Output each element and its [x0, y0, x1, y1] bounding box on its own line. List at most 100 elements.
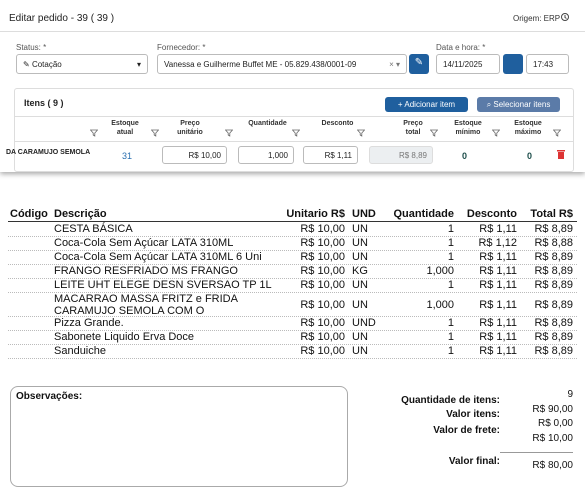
summary-value: R$ 10,00: [532, 433, 573, 444]
doc-cell: 1: [447, 317, 454, 329]
status-select[interactable]: ✎ Cotação ▾: [16, 54, 148, 74]
column-header: Quantidade: [248, 120, 287, 127]
select-items-button[interactable]: ⌕ Selecionar itens: [477, 97, 560, 112]
column-header: Desconto: [321, 120, 354, 127]
filter-icon[interactable]: [89, 124, 99, 142]
summary-value: R$ 0,00: [537, 418, 573, 429]
column-header: Estoque atual: [111, 120, 139, 136]
row-rule: [8, 264, 577, 265]
doc-cell: R$ 1,11: [479, 317, 517, 329]
doc-cell: UND: [352, 317, 376, 329]
row-rule: [8, 236, 577, 237]
row-rule: [8, 292, 577, 293]
doc-cell: Pizza Grande.: [54, 317, 124, 329]
filter-icon[interactable]: [150, 124, 160, 142]
doc-cell: Coca-Cola Sem Açúcar LATA 310ML: [54, 237, 234, 249]
edit-supplier-button[interactable]: ✎: [409, 54, 429, 74]
row-rule: [8, 316, 577, 317]
summary-value: R$ 80,00: [532, 460, 573, 471]
total-value: R$ 8,89: [369, 146, 433, 164]
doc-cell: R$ 10,00: [300, 345, 345, 357]
summary-label: Valor itens:: [446, 409, 500, 420]
items-box: [14, 88, 574, 172]
doc-cell: R$ 8,89: [534, 317, 573, 329]
summary-label: Valor final:: [448, 456, 500, 467]
doc-cell: R$ 8,89: [534, 223, 573, 235]
doc-cell: 1: [447, 345, 454, 357]
items-title: Itens ( 9 ): [24, 98, 64, 108]
supplier-select[interactable]: Vanessa e Guilherme Buffet ME - 05.829.4…: [157, 54, 407, 74]
supplier-label: Fornecedor: *: [157, 43, 206, 52]
divider: [0, 31, 585, 32]
doc-cell: UN: [352, 237, 368, 249]
doc-cell: R$ 1,11: [479, 345, 517, 357]
doc-cell: R$ 10,00: [300, 237, 345, 249]
price-input[interactable]: R$ 10,00: [162, 146, 227, 164]
doc-cell: R$ 10,00: [300, 251, 345, 263]
doc-cell: CESTA BÁSICA: [54, 223, 133, 235]
status-value: Cotação: [31, 60, 62, 69]
doc-cell: R$ 8,89: [534, 265, 573, 277]
divider: [15, 141, 573, 142]
history-icon[interactable]: [560, 12, 570, 22]
doc-cell: R$ 8,89: [534, 279, 573, 291]
doc-cell: 1: [447, 237, 454, 249]
doc-cell: R$ 8,89: [534, 345, 573, 357]
row-rule: [8, 250, 577, 251]
doc-cell: R$ 10,00: [300, 279, 345, 291]
doc-cell: FRANGO RESFRIADO MS FRANGO: [54, 265, 238, 277]
doc-cell: R$ 1,11: [479, 223, 517, 235]
doc-column-header: Unitario R$: [286, 208, 345, 220]
filter-icon[interactable]: [429, 124, 439, 142]
delete-icon[interactable]: [557, 150, 565, 159]
doc-cell: 1: [447, 279, 454, 291]
calendar-button[interactable]: [503, 54, 523, 74]
doc-cell: UN: [352, 279, 368, 291]
doc-cell: Sanduiche: [54, 345, 106, 357]
row-rule: [8, 330, 577, 331]
doc-cell: MACARRAO MASSA FRITZ e FRIDA CARAMUJO SE…: [54, 293, 238, 317]
filter-icon[interactable]: [552, 124, 562, 142]
doc-cell: R$ 1,11: [479, 265, 517, 277]
doc-cell: R$ 10,00: [300, 265, 345, 277]
discount-input[interactable]: R$ 1,11: [303, 146, 358, 164]
doc-cell: R$ 1,11: [479, 299, 517, 311]
doc-column-header: Total R$: [530, 208, 573, 220]
doc-cell: Sabonete Liquido Erva Doce: [54, 331, 195, 343]
datetime-label: Data e hora: *: [436, 43, 486, 52]
doc-cell: R$ 8,89: [534, 331, 573, 343]
column-header: Estoque máximo: [514, 120, 542, 136]
doc-cell: R$ 10,00: [300, 317, 345, 329]
doc-cell: R$ 10,00: [300, 223, 345, 235]
doc-cell: R$ 1,11: [479, 331, 517, 343]
doc-cell: 1,000: [426, 265, 454, 277]
doc-cell: UN: [352, 223, 368, 235]
origin: Origem: ERP: [513, 14, 561, 23]
doc-cell: R$ 8,89: [534, 299, 573, 311]
date-input[interactable]: 14/11/2025: [436, 54, 500, 74]
doc-cell: R$ 8,88: [534, 237, 573, 249]
doc-cell: UN: [352, 331, 368, 343]
doc-cell: R$ 1,11: [479, 251, 517, 263]
doc-cell: R$ 10,00: [300, 299, 345, 311]
select-items-text: Selecionar itens: [493, 100, 551, 109]
doc-cell: UN: [352, 299, 368, 311]
row-rule: [8, 344, 577, 345]
doc-column-header: Desconto: [466, 208, 517, 220]
filter-icon[interactable]: [291, 124, 301, 142]
time-input[interactable]: 17:43: [526, 54, 569, 74]
status-label: Status: *: [16, 43, 47, 52]
filter-icon[interactable]: [356, 124, 366, 142]
order-panel: Editar pedido - 39 ( 39 ) Origem: ERP St…: [0, 0, 585, 172]
title: Editar pedido - 39 ( 39 ): [9, 13, 115, 24]
doc-cell: Coca-Cola Sem Açúcar LATA 310ML 6 Uni: [54, 251, 262, 263]
filter-icon[interactable]: [491, 124, 501, 142]
quantity-input[interactable]: 1,000: [238, 146, 294, 164]
add-item-button[interactable]: + Adicionar item: [385, 97, 468, 112]
observations-label: Observações:: [16, 391, 83, 402]
doc-cell: 1: [447, 331, 454, 343]
doc-column-header: Quantidade: [393, 208, 454, 220]
column-header: Preço total: [403, 120, 423, 136]
filter-icon[interactable]: [224, 124, 234, 142]
